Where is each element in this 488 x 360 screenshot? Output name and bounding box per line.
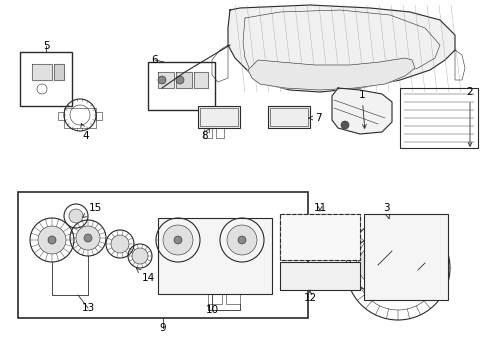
Text: 13: 13 [81, 303, 95, 313]
Bar [363, 214, 447, 300]
Bar [64, 108, 96, 128]
Bar [280, 214, 359, 260]
Bar [198, 106, 240, 128]
Circle shape [48, 236, 56, 244]
Polygon shape [331, 88, 391, 134]
Text: 7: 7 [308, 113, 321, 123]
Circle shape [357, 245, 397, 285]
Circle shape [111, 235, 129, 253]
Circle shape [163, 225, 193, 255]
Text: 12: 12 [303, 290, 316, 303]
Bar [148, 62, 215, 110]
Circle shape [69, 209, 83, 223]
Bar [158, 218, 271, 294]
Text: 11: 11 [313, 203, 326, 213]
Text: 5: 5 [42, 41, 49, 51]
Bar [280, 262, 359, 290]
Polygon shape [176, 72, 192, 88]
Bar [203, 128, 212, 138]
Circle shape [38, 226, 66, 254]
Bar [207, 294, 222, 304]
Bar [399, 88, 477, 148]
Bar [96, 112, 102, 120]
Bar [200, 108, 238, 126]
Text: 2: 2 [466, 87, 472, 146]
Circle shape [174, 236, 182, 244]
Polygon shape [247, 58, 414, 90]
Circle shape [158, 76, 165, 84]
Text: 10: 10 [205, 305, 218, 315]
Polygon shape [194, 72, 207, 88]
Circle shape [84, 234, 92, 242]
Text: 14: 14 [136, 268, 154, 283]
Text: 6: 6 [151, 55, 158, 65]
Bar [225, 294, 240, 304]
Circle shape [132, 248, 148, 264]
Circle shape [176, 76, 183, 84]
Bar [20, 52, 72, 106]
Text: 4: 4 [81, 123, 89, 141]
Bar [58, 112, 64, 120]
Text: 15: 15 [82, 203, 102, 217]
Circle shape [76, 226, 100, 250]
Polygon shape [32, 64, 52, 80]
Bar [18, 192, 307, 318]
Polygon shape [158, 72, 174, 88]
Circle shape [238, 236, 245, 244]
Circle shape [392, 263, 402, 273]
Circle shape [340, 121, 348, 129]
Bar [269, 108, 307, 126]
Circle shape [226, 225, 257, 255]
Bar [267, 106, 309, 128]
Polygon shape [227, 5, 454, 92]
Text: 9: 9 [160, 323, 166, 333]
Text: 3: 3 [382, 203, 389, 219]
Polygon shape [54, 64, 64, 80]
Circle shape [403, 256, 431, 284]
Bar [216, 128, 224, 138]
Text: 8: 8 [201, 128, 209, 141]
Bar [280, 214, 359, 260]
Text: 1: 1 [358, 90, 366, 128]
